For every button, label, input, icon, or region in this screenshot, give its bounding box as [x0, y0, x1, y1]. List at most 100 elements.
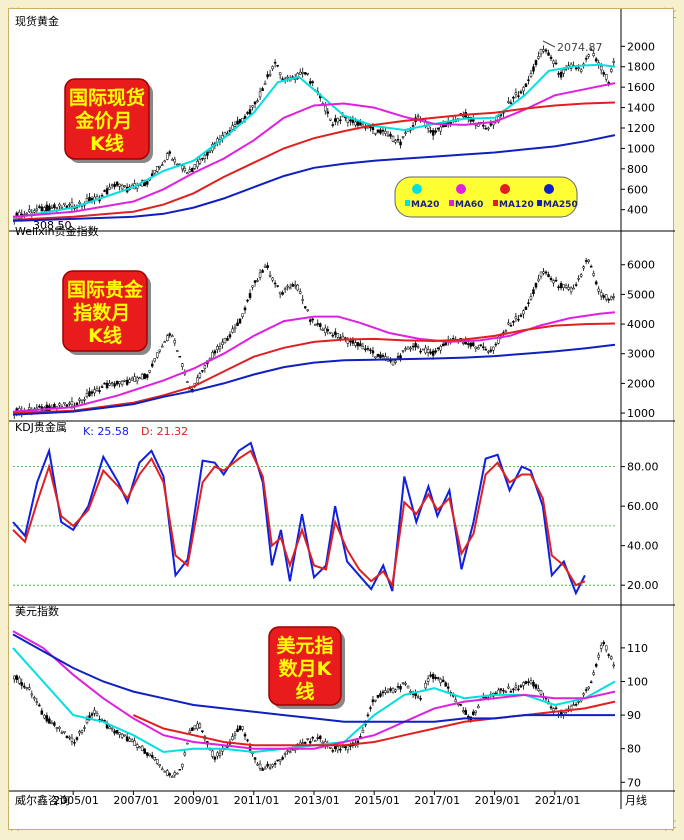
price-candle	[171, 335, 174, 338]
x-tick-label: 2005/01	[53, 794, 99, 807]
price-candle	[529, 296, 533, 300]
price-candle	[339, 748, 342, 751]
price-candle	[238, 318, 242, 324]
y-tick-label: 110	[627, 642, 648, 655]
price-candle	[191, 168, 194, 172]
price-candle	[517, 688, 520, 691]
price-candle	[404, 348, 407, 350]
price-candle	[70, 737, 74, 742]
price-candle	[251, 105, 254, 108]
legend-label: MA60	[455, 200, 483, 210]
price-candle	[68, 203, 71, 206]
price-candle	[399, 141, 402, 146]
max-price-label: 2074.87	[557, 41, 603, 54]
y-tick-label: 5000	[627, 288, 655, 301]
price-candle	[512, 321, 515, 323]
y-tick-label: 1400	[627, 102, 655, 115]
price-candle	[537, 56, 540, 59]
price-candle	[549, 278, 553, 280]
price-candle	[514, 685, 518, 688]
price-candle	[592, 53, 595, 56]
price-candle	[366, 714, 370, 717]
price-candle	[584, 689, 588, 691]
price-candle	[479, 344, 483, 346]
price-candle	[263, 82, 267, 85]
price-candle	[143, 748, 146, 754]
price-candle	[158, 764, 161, 767]
price-candle	[103, 382, 106, 385]
price-candle	[30, 693, 34, 696]
price-candle	[359, 122, 362, 126]
y-tick-label: 60.00	[627, 500, 659, 513]
price-candle	[446, 686, 450, 689]
price-candle	[303, 72, 307, 75]
price-candle	[158, 349, 161, 352]
price-candle	[60, 732, 64, 734]
price-candle	[48, 205, 51, 212]
x-tick-label: 2011/01	[234, 794, 280, 807]
price-candle	[125, 379, 129, 385]
price-candle	[429, 674, 432, 677]
price-candle	[138, 377, 141, 380]
price-candle	[376, 353, 380, 357]
price-candle	[176, 772, 179, 775]
price-candle	[356, 342, 360, 347]
price-bars	[13, 640, 615, 778]
price-candle	[439, 126, 442, 132]
price-candle	[58, 203, 61, 207]
price-candle	[389, 133, 392, 137]
price-candle	[379, 693, 382, 697]
price-candle	[28, 407, 31, 410]
price-candle	[411, 345, 415, 348]
price-candle	[379, 129, 382, 134]
price-candle	[599, 645, 603, 649]
price-candle	[444, 682, 447, 687]
price-candle	[243, 733, 247, 737]
price-candle	[216, 346, 219, 350]
price-candle	[592, 672, 595, 675]
y-tick-label: 400	[627, 204, 648, 217]
price-candle	[50, 207, 54, 210]
price-candle	[301, 299, 304, 301]
price-candle	[612, 664, 615, 667]
price-candle	[171, 159, 174, 161]
annotation-callout: 国际现货金价月 K线	[64, 78, 153, 163]
price-candle	[534, 60, 538, 66]
price-candle	[431, 674, 435, 679]
price-candle	[467, 715, 470, 718]
price-candle	[379, 354, 382, 359]
price-candle	[296, 72, 299, 79]
price-candle	[594, 281, 598, 285]
price-candle	[100, 386, 104, 388]
price-candle	[604, 645, 608, 651]
price-candle	[554, 279, 558, 282]
price-candle	[135, 377, 139, 382]
price-candle	[145, 752, 149, 756]
price-candle	[43, 715, 46, 719]
price-candle	[482, 124, 485, 127]
price-candle	[246, 299, 249, 302]
price-candle	[105, 382, 109, 389]
price-candle	[53, 722, 56, 726]
series-line-ma20	[12, 311, 616, 413]
price-candle	[366, 348, 370, 350]
y-tick-label: 20.00	[627, 579, 659, 592]
legend-box	[394, 176, 578, 218]
price-candle	[45, 715, 49, 722]
chart-canvas: 400 600 800 1000 1200 1400 1600 1800 2000 现货黄金 100…	[8, 8, 675, 830]
y-tick-label: 90	[627, 709, 641, 722]
price-candle	[298, 71, 302, 75]
price-candle	[181, 763, 184, 768]
price-candle	[472, 342, 475, 346]
price-candle	[341, 335, 345, 338]
price-candle	[519, 314, 523, 317]
price-candle	[188, 388, 192, 391]
price-candle	[226, 337, 229, 341]
price-candle	[166, 770, 169, 776]
price-candle	[85, 719, 89, 723]
price-candle	[243, 116, 247, 119]
price-candle	[361, 730, 365, 734]
price-candle	[597, 654, 600, 658]
price-candle	[303, 741, 307, 744]
price-candle	[612, 61, 615, 63]
